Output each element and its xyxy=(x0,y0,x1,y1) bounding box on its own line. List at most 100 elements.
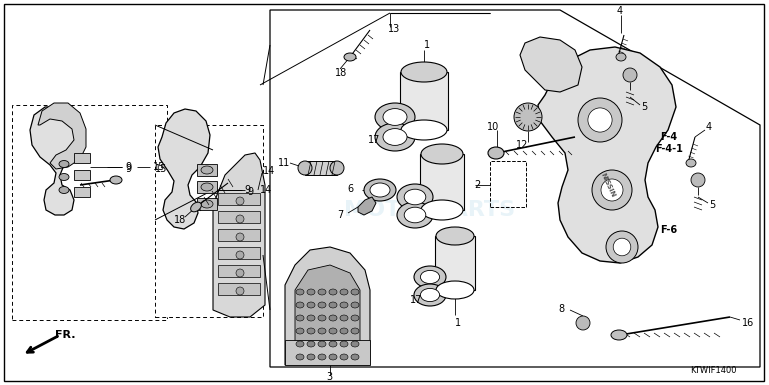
Ellipse shape xyxy=(329,302,337,308)
Ellipse shape xyxy=(318,302,326,308)
Circle shape xyxy=(623,68,637,82)
Ellipse shape xyxy=(421,270,440,284)
Text: 14: 14 xyxy=(263,166,275,176)
Ellipse shape xyxy=(110,176,122,184)
Ellipse shape xyxy=(318,289,326,295)
Ellipse shape xyxy=(296,302,304,308)
Ellipse shape xyxy=(383,129,407,146)
Ellipse shape xyxy=(340,315,348,321)
Ellipse shape xyxy=(296,341,304,347)
Text: 12: 12 xyxy=(516,140,528,150)
Ellipse shape xyxy=(344,53,356,61)
Ellipse shape xyxy=(351,341,359,347)
Ellipse shape xyxy=(59,186,69,194)
Text: 17: 17 xyxy=(368,135,381,145)
Polygon shape xyxy=(213,153,265,317)
Polygon shape xyxy=(538,47,676,263)
Ellipse shape xyxy=(307,302,315,308)
Text: F-4: F-4 xyxy=(660,132,677,142)
Bar xyxy=(305,161,337,175)
Ellipse shape xyxy=(329,315,337,321)
Ellipse shape xyxy=(340,289,348,295)
Polygon shape xyxy=(158,109,210,229)
Text: FR.: FR. xyxy=(55,330,75,340)
Ellipse shape xyxy=(296,315,304,321)
Ellipse shape xyxy=(488,147,504,159)
Bar xyxy=(155,125,263,317)
Bar xyxy=(218,211,260,223)
Ellipse shape xyxy=(307,289,315,295)
Ellipse shape xyxy=(340,328,348,334)
Ellipse shape xyxy=(686,159,696,167)
Polygon shape xyxy=(30,107,78,215)
Ellipse shape xyxy=(351,302,359,308)
Ellipse shape xyxy=(397,184,433,210)
Ellipse shape xyxy=(383,109,407,126)
Text: 2: 2 xyxy=(474,180,481,190)
Ellipse shape xyxy=(307,315,315,321)
Circle shape xyxy=(576,316,590,330)
Bar xyxy=(435,236,475,290)
Ellipse shape xyxy=(397,202,433,228)
Circle shape xyxy=(514,103,542,131)
Ellipse shape xyxy=(318,328,326,334)
Circle shape xyxy=(236,233,244,241)
Bar xyxy=(490,161,526,207)
Text: 1: 1 xyxy=(424,40,430,50)
Text: 9: 9 xyxy=(244,185,250,195)
Ellipse shape xyxy=(404,189,426,205)
Ellipse shape xyxy=(375,123,415,151)
Bar xyxy=(12,105,167,320)
Text: KTWIF1400: KTWIF1400 xyxy=(690,366,737,375)
Polygon shape xyxy=(358,197,376,215)
Text: 6: 6 xyxy=(347,184,353,194)
Circle shape xyxy=(691,173,705,187)
Ellipse shape xyxy=(340,302,348,308)
Ellipse shape xyxy=(318,315,326,321)
Ellipse shape xyxy=(307,354,315,360)
Bar xyxy=(74,153,90,163)
Bar xyxy=(400,72,448,130)
Text: 9: 9 xyxy=(125,162,131,172)
Text: 15: 15 xyxy=(153,162,165,172)
Ellipse shape xyxy=(404,207,426,223)
Circle shape xyxy=(588,108,612,132)
Text: 18: 18 xyxy=(335,68,348,78)
Ellipse shape xyxy=(329,354,337,360)
Circle shape xyxy=(236,197,244,205)
Ellipse shape xyxy=(421,288,440,301)
Ellipse shape xyxy=(329,328,337,334)
Bar xyxy=(197,164,217,176)
Text: 11: 11 xyxy=(278,158,290,168)
Ellipse shape xyxy=(611,330,627,340)
Text: F-4-1: F-4-1 xyxy=(655,144,683,154)
Bar xyxy=(197,181,217,193)
Text: 9: 9 xyxy=(125,164,131,174)
Text: 5: 5 xyxy=(641,102,647,112)
Text: 14: 14 xyxy=(260,185,272,195)
Ellipse shape xyxy=(414,284,446,306)
Ellipse shape xyxy=(436,281,474,299)
Text: 3: 3 xyxy=(326,372,332,382)
Ellipse shape xyxy=(351,289,359,295)
Bar xyxy=(74,187,90,197)
Ellipse shape xyxy=(296,354,304,360)
Polygon shape xyxy=(295,265,360,363)
Ellipse shape xyxy=(364,179,396,201)
Ellipse shape xyxy=(307,328,315,334)
Polygon shape xyxy=(285,247,370,365)
Text: 18: 18 xyxy=(174,215,186,225)
Ellipse shape xyxy=(318,341,326,347)
Ellipse shape xyxy=(307,341,315,347)
Ellipse shape xyxy=(351,315,359,321)
Text: NISSIN: NISSIN xyxy=(600,172,616,198)
Ellipse shape xyxy=(329,289,337,295)
Ellipse shape xyxy=(421,144,463,164)
Ellipse shape xyxy=(370,183,390,197)
Ellipse shape xyxy=(201,200,213,208)
Ellipse shape xyxy=(616,53,626,61)
Ellipse shape xyxy=(59,174,69,181)
Ellipse shape xyxy=(318,354,326,360)
Bar xyxy=(218,265,260,277)
Bar xyxy=(197,198,217,210)
